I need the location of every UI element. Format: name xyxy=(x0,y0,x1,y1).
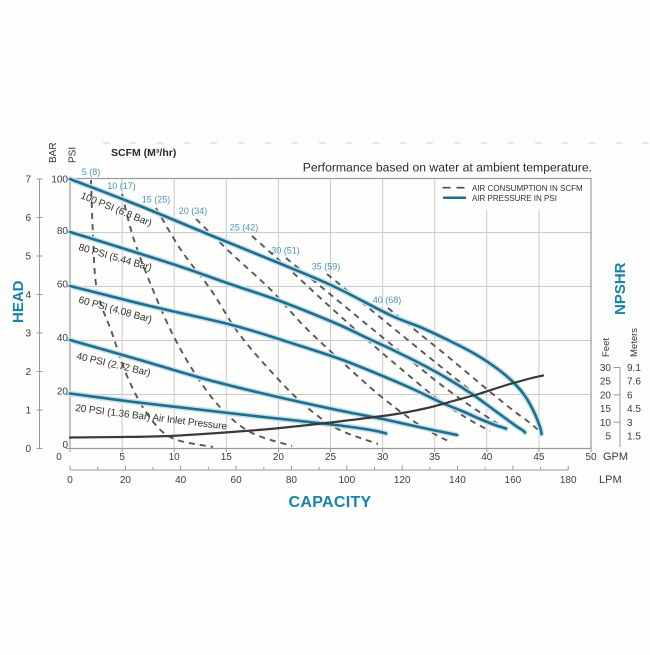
svg-text:25: 25 xyxy=(600,377,612,388)
svg-text:60: 60 xyxy=(57,280,69,291)
svg-text:120: 120 xyxy=(394,475,411,486)
svg-text:10 (17): 10 (17) xyxy=(107,181,136,191)
svg-text:9.1: 9.1 xyxy=(627,363,641,374)
svg-text:140: 140 xyxy=(449,475,466,486)
svg-text:100: 100 xyxy=(338,475,355,486)
svg-text:15: 15 xyxy=(600,404,612,415)
svg-text:SCFM (M³/hr): SCFM (M³/hr) xyxy=(111,147,176,159)
svg-text:180: 180 xyxy=(560,475,577,486)
svg-text:50: 50 xyxy=(585,452,597,463)
svg-text:4: 4 xyxy=(25,290,31,301)
svg-text:35 (59): 35 (59) xyxy=(312,262,341,272)
svg-text:BAR: BAR xyxy=(48,142,59,163)
svg-text:25: 25 xyxy=(325,452,337,463)
svg-text:7: 7 xyxy=(25,175,31,186)
svg-text:1.5: 1.5 xyxy=(627,432,641,443)
svg-text:CAPACITY: CAPACITY xyxy=(289,494,372,511)
svg-text:20: 20 xyxy=(600,390,612,401)
svg-text:Feet: Feet xyxy=(601,338,612,357)
svg-text:0: 0 xyxy=(56,452,62,463)
svg-text:40 (68): 40 (68) xyxy=(373,295,402,305)
svg-text:LPM: LPM xyxy=(599,474,622,486)
svg-text:0: 0 xyxy=(25,444,31,455)
svg-text:0: 0 xyxy=(62,440,68,451)
svg-text:100: 100 xyxy=(51,175,68,186)
svg-text:3: 3 xyxy=(25,329,31,340)
svg-text:NPSHR: NPSHR xyxy=(612,262,629,315)
svg-text:80: 80 xyxy=(286,475,298,486)
svg-text:25 (42): 25 (42) xyxy=(230,223,259,233)
svg-text:5: 5 xyxy=(119,452,125,463)
svg-text:40: 40 xyxy=(57,333,69,344)
svg-text:6: 6 xyxy=(25,213,31,224)
svg-text:Performance based on water at: Performance based on water at ambient te… xyxy=(303,161,592,175)
svg-text:0: 0 xyxy=(67,475,73,486)
svg-text:35: 35 xyxy=(429,452,441,463)
svg-text:6: 6 xyxy=(627,390,633,401)
svg-text:3: 3 xyxy=(627,418,633,429)
svg-text:4.5: 4.5 xyxy=(627,404,641,415)
svg-text:AIR CONSUMPTION IN SCFM: AIR CONSUMPTION IN SCFM xyxy=(472,184,583,193)
svg-text:2: 2 xyxy=(25,367,31,378)
svg-text:HEAD: HEAD xyxy=(10,280,27,323)
svg-text:20: 20 xyxy=(120,475,132,486)
svg-text:30: 30 xyxy=(600,363,612,374)
svg-text:10: 10 xyxy=(169,452,181,463)
svg-text:30: 30 xyxy=(377,452,389,463)
svg-text:5 (8): 5 (8) xyxy=(82,167,101,177)
svg-text:80: 80 xyxy=(57,226,69,237)
svg-text:40: 40 xyxy=(481,452,493,463)
svg-text:15: 15 xyxy=(221,452,233,463)
svg-text:15 (25): 15 (25) xyxy=(142,195,171,205)
svg-text:1: 1 xyxy=(25,406,31,417)
svg-text:60: 60 xyxy=(231,475,243,486)
svg-text:10: 10 xyxy=(600,418,612,429)
svg-text:PSI: PSI xyxy=(68,147,79,163)
svg-text:30 (51): 30 (51) xyxy=(271,246,300,256)
svg-text:5: 5 xyxy=(605,432,611,443)
svg-text:AIR PRESSURE IN PSI: AIR PRESSURE IN PSI xyxy=(472,194,557,203)
svg-text:GPM: GPM xyxy=(603,451,628,463)
svg-text:45: 45 xyxy=(533,452,545,463)
svg-text:7.6: 7.6 xyxy=(627,377,641,388)
svg-text:160: 160 xyxy=(505,475,522,486)
svg-text:40: 40 xyxy=(175,475,187,486)
svg-text:5: 5 xyxy=(25,252,31,263)
svg-text:Meters: Meters xyxy=(629,328,640,357)
svg-text:20: 20 xyxy=(273,452,285,463)
svg-text:20 (34): 20 (34) xyxy=(179,206,208,216)
svg-text:20: 20 xyxy=(57,387,69,398)
